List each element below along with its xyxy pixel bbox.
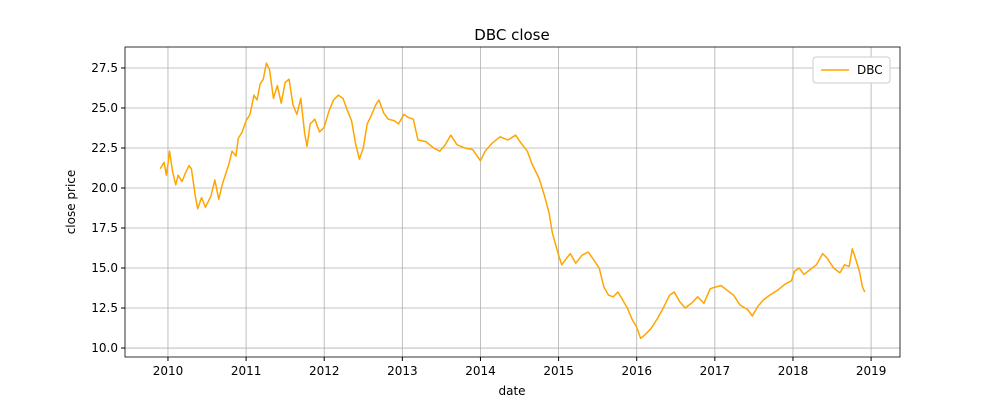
x-axis-label: date: [498, 384, 525, 398]
x-tick-label: 2014: [465, 364, 496, 378]
legend-box: [812, 56, 891, 84]
y-tick-label: 22.5: [91, 141, 118, 155]
chart-title: DBC close: [474, 26, 549, 44]
y-tick-label: 10.0: [91, 341, 118, 355]
y-tick-label: 20.0: [91, 181, 118, 195]
y-tick-label: 12.5: [91, 301, 118, 315]
x-tick-label: 2013: [387, 364, 418, 378]
x-tick-label: 2011: [231, 364, 262, 378]
x-tick-label: 2016: [621, 364, 652, 378]
x-tick-label: 2017: [700, 364, 731, 378]
y-tick-label: 17.5: [91, 221, 118, 235]
line-series: [159, 62, 866, 340]
x-tick-label: 2015: [543, 364, 574, 378]
x-tick-label: 2010: [153, 364, 184, 378]
x-tick-label: 2019: [856, 364, 887, 378]
plot-frame: [124, 46, 901, 358]
y-tick-label: 25.0: [91, 101, 118, 115]
y-axis-label: close price: [64, 170, 78, 235]
x-tick-label: 2018: [778, 364, 809, 378]
x-tick-label: 2012: [309, 364, 340, 378]
y-tick-label: 15.0: [91, 261, 118, 275]
y-tick-label: 27.5: [91, 61, 118, 75]
legend-label: DBC: [857, 63, 883, 77]
